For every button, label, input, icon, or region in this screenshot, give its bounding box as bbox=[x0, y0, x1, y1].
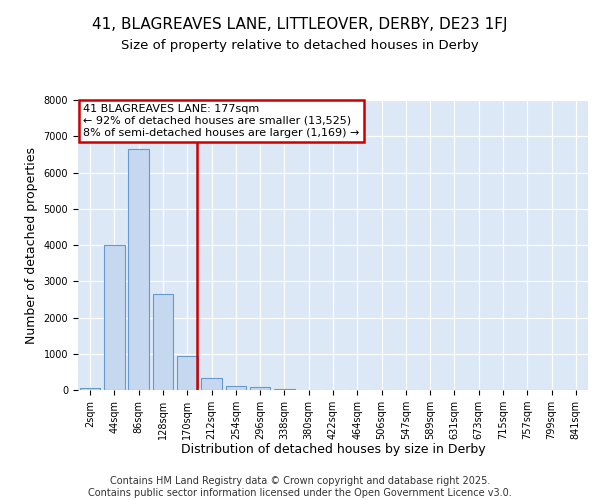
Text: 41 BLAGREAVES LANE: 177sqm
← 92% of detached houses are smaller (13,525)
8% of s: 41 BLAGREAVES LANE: 177sqm ← 92% of deta… bbox=[83, 104, 359, 138]
Text: 41, BLAGREAVES LANE, LITTLEOVER, DERBY, DE23 1FJ: 41, BLAGREAVES LANE, LITTLEOVER, DERBY, … bbox=[92, 18, 508, 32]
X-axis label: Distribution of detached houses by size in Derby: Distribution of detached houses by size … bbox=[181, 444, 485, 456]
Bar bbox=[250, 388, 271, 390]
Bar bbox=[226, 386, 246, 390]
Text: Size of property relative to detached houses in Derby: Size of property relative to detached ho… bbox=[121, 40, 479, 52]
Bar bbox=[274, 388, 295, 390]
Bar bbox=[104, 245, 125, 390]
Bar bbox=[152, 294, 173, 390]
Text: Contains HM Land Registry data © Crown copyright and database right 2025.
Contai: Contains HM Land Registry data © Crown c… bbox=[88, 476, 512, 498]
Bar bbox=[80, 388, 100, 390]
Bar bbox=[128, 149, 149, 390]
Bar bbox=[201, 378, 222, 390]
Bar bbox=[177, 356, 197, 390]
Y-axis label: Number of detached properties: Number of detached properties bbox=[25, 146, 38, 344]
